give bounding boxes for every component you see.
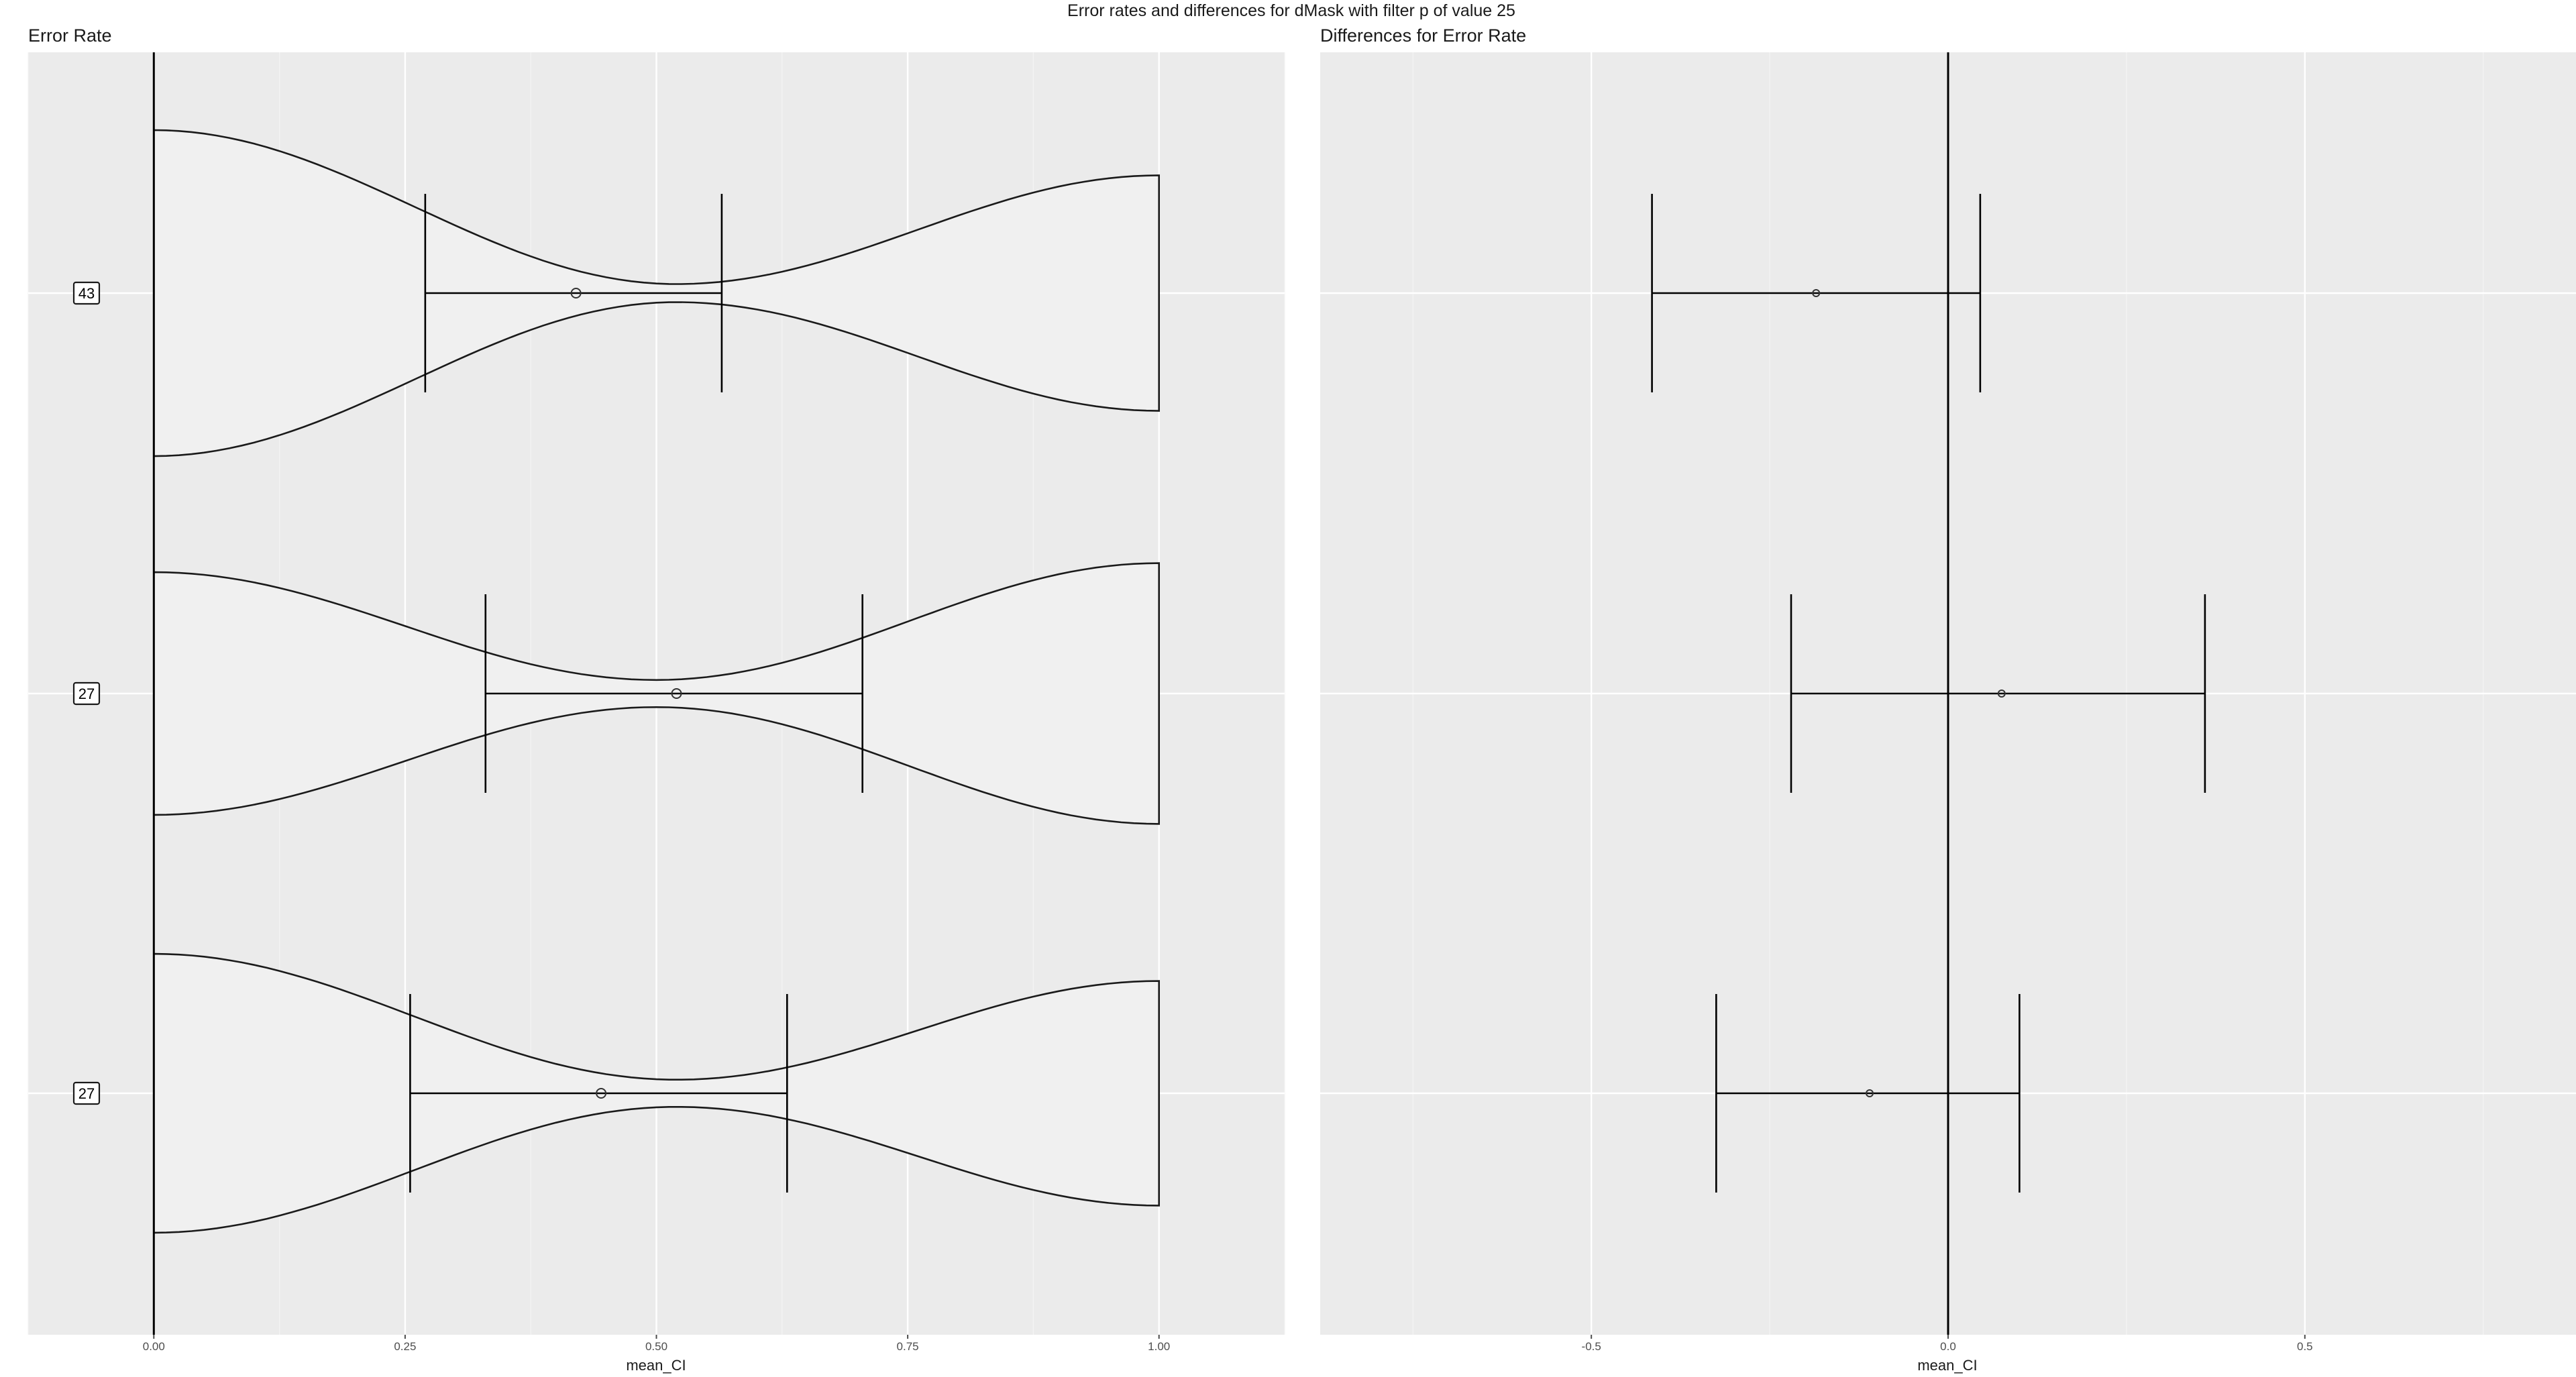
category-label: 43 <box>78 285 95 302</box>
error-rate-x-ticks: 0.00 0.25 0.50 0.75 1.00 <box>143 1335 1170 1353</box>
error-rate-tick-label: 0.50 <box>645 1340 667 1353</box>
category-label: 27 <box>78 1085 95 1102</box>
error-rate-y-labels: 43 27 27 <box>72 281 101 1105</box>
error-rate-confidence-intervals <box>152 52 863 1335</box>
differences-tick-label: 0.5 <box>2297 1340 2313 1353</box>
error-rate-tick-label: 1.00 <box>1148 1340 1170 1353</box>
differences-x-ticks: -0.5 0.0 0.5 <box>1582 1335 2313 1353</box>
differences-tick-label: -0.5 <box>1582 1340 1601 1353</box>
error-rate-tick-label: 0.00 <box>143 1340 165 1353</box>
category-label-box <box>72 681 101 706</box>
error-rate-tick-label: 0.25 <box>394 1340 416 1353</box>
error-rate-tick-label: 0.75 <box>897 1340 919 1353</box>
error-rate-panel-title: Error Rate <box>28 25 112 46</box>
difference-mean-point <box>1997 690 2006 698</box>
difference-mean-point <box>1866 1089 1874 1097</box>
error-rate-panel: Error Rate 43 27 27 0.00 0.25 0.50 0.75 1.00 m… <box>28 25 1285 1374</box>
mean-point <box>596 1088 607 1099</box>
differences-confidence-intervals <box>1651 52 2206 1335</box>
category-label-box <box>72 281 101 305</box>
mean-point <box>570 288 582 298</box>
mean-point <box>671 688 682 699</box>
differences-panel: Differences for Error Rate -0.5 0.0 0.5 me… <box>1320 25 2576 1374</box>
error-rate-x-axis-title: mean_CI <box>626 1357 686 1374</box>
category-label: 27 <box>78 685 95 702</box>
differences-panel-title: Differences for Error Rate <box>1320 25 1526 46</box>
figure-title: Error rates and differences for dMask wi… <box>1067 1 1515 20</box>
differences-tick-label: 0.0 <box>1940 1340 1956 1353</box>
differences-x-axis-title: mean_CI <box>1917 1357 1977 1374</box>
difference-mean-point <box>1812 289 1821 297</box>
category-label-box <box>72 1081 101 1105</box>
